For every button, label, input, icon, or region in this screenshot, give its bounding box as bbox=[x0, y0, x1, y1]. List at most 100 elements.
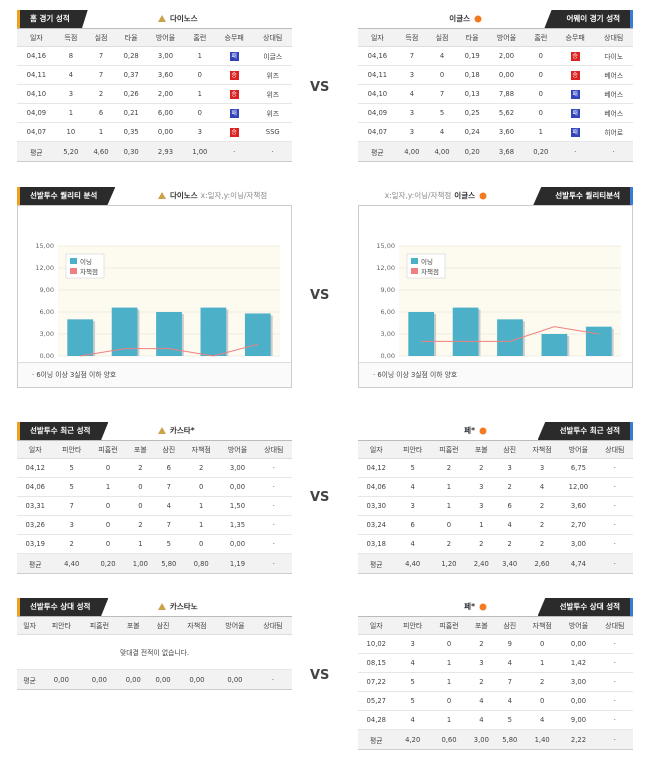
table-cell: 2 bbox=[126, 458, 155, 478]
table-row: 08,15 4 1 3 4 1 1,42 · bbox=[358, 653, 633, 673]
table-cell: 2 bbox=[495, 477, 524, 497]
table-cell: 2 bbox=[467, 534, 496, 554]
table-cell: 7 bbox=[85, 46, 117, 66]
table-cell: 4 bbox=[394, 653, 431, 673]
table-cell: 4 bbox=[154, 496, 184, 516]
table-cell: 0 bbox=[525, 46, 556, 66]
table-row: 03,31 7 0 0 4 1 1,50 · bbox=[17, 496, 292, 516]
average-cell: 0,00 bbox=[215, 669, 254, 690]
legend-label: 이닝 bbox=[80, 257, 92, 266]
table-row: 04,12 5 0 2 6 2 3,00 · bbox=[17, 458, 292, 478]
table-cell: 5,62 bbox=[487, 103, 526, 123]
table-cell: 7 bbox=[53, 496, 90, 516]
table-cell: 7,88 bbox=[487, 84, 526, 104]
table-cell: 패 bbox=[555, 103, 595, 123]
table-cell: 2 bbox=[495, 534, 524, 554]
vs-label: VS bbox=[310, 80, 330, 95]
table-cell: 0 bbox=[89, 534, 127, 554]
dinos-logo-icon bbox=[157, 191, 167, 200]
average-cell: · bbox=[253, 669, 292, 690]
average-cell: 0,00 bbox=[42, 669, 81, 690]
y-tick-label: 9,00 bbox=[40, 286, 54, 294]
average-cell: · bbox=[214, 141, 254, 162]
table-cell: 3 bbox=[396, 103, 427, 123]
legend-label: 이닝 bbox=[421, 257, 433, 266]
average-row: 평균 4,40 0,20 1,00 5,80 0,80 1,19 · bbox=[17, 553, 292, 574]
table-cell: 1 bbox=[467, 515, 496, 535]
table-cell: 5 bbox=[53, 458, 90, 478]
column-header: 피안타 bbox=[394, 616, 431, 635]
table-cell: 0,00 bbox=[487, 65, 526, 85]
eagles-logo-icon bbox=[478, 426, 488, 435]
table-cell: 3 bbox=[394, 496, 431, 516]
table-cell: 10 bbox=[55, 122, 86, 142]
table-cell: 0,28 bbox=[116, 46, 147, 66]
column-header: 일자 bbox=[17, 440, 54, 459]
table-cell: 3,60 bbox=[487, 122, 526, 142]
result-badge: 패 bbox=[570, 108, 580, 118]
quality-left-title: 선발투수 퀄리티 분석 bbox=[17, 187, 116, 205]
table-cell: · bbox=[596, 496, 633, 516]
y-tick-label: 12,00 bbox=[35, 264, 54, 272]
table-cell: 6 bbox=[154, 458, 184, 478]
table-cell: 2,00 bbox=[487, 46, 526, 66]
quality-right-title: 선발투수 퀄리티분석 bbox=[533, 187, 633, 205]
vs-right-pitcher: 페* bbox=[464, 602, 475, 611]
dinos-logo-icon bbox=[157, 602, 167, 611]
table-cell: 3 bbox=[394, 634, 431, 654]
table-cell: 3 bbox=[467, 496, 496, 516]
average-cell: 4,00 bbox=[426, 141, 458, 162]
average-cell: · bbox=[596, 553, 633, 574]
table-cell: 0 bbox=[524, 691, 561, 711]
table-cell: · bbox=[596, 691, 633, 711]
table-cell: 3 bbox=[53, 515, 90, 535]
table-cell: 0 bbox=[430, 515, 468, 535]
table-header-row: 일자 피안타 피홈런 포볼 삼진 자책점 방어율 상대팀 bbox=[358, 440, 633, 459]
table-cell: 04,07 bbox=[17, 122, 56, 142]
table-row: 04,09 3 5 0,25 5,62 0 패 베어스 bbox=[358, 103, 633, 123]
table-cell: 2,00 bbox=[146, 84, 185, 104]
average-cell: 1,00 bbox=[126, 553, 155, 574]
table-cell: 0,00 bbox=[560, 634, 597, 654]
table-cell: 다이노 bbox=[594, 46, 633, 66]
average-cell: 1,00 bbox=[184, 141, 215, 162]
table-cell: · bbox=[255, 534, 292, 554]
column-header: 일자 bbox=[358, 616, 395, 635]
average-cell: 1,40 bbox=[524, 729, 561, 750]
average-cell: 평균 bbox=[17, 553, 54, 574]
empty-row: 맞대결 전적이 없습니다. bbox=[17, 634, 292, 670]
column-header: 포볼 bbox=[126, 440, 155, 459]
quality-left-team: 다이노스 bbox=[170, 191, 198, 200]
table-cell: 6,75 bbox=[560, 458, 597, 478]
table-cell: 0,19 bbox=[457, 46, 488, 66]
column-header: 자책점 bbox=[177, 616, 216, 635]
column-header: 방어율 bbox=[560, 440, 597, 459]
legend-swatch bbox=[411, 258, 418, 264]
table-row: 04,16 8 7 0,28 3,00 1 패 이글스 bbox=[17, 46, 292, 66]
column-header: 득점 bbox=[55, 28, 86, 47]
average-row: 평균 4,00 4,00 0,20 3,68 0,20 · · bbox=[358, 141, 633, 162]
column-header: 방어율 bbox=[219, 440, 256, 459]
table-cell: · bbox=[596, 634, 633, 654]
table-cell: 0 bbox=[525, 84, 556, 104]
table-cell: 0,25 bbox=[457, 103, 488, 123]
vs-right-title: 선발투수 상대 성적 bbox=[537, 598, 633, 616]
average-cell: 0,00 bbox=[118, 669, 149, 690]
average-cell: 0,20 bbox=[89, 553, 127, 574]
quality-left-note: · 6이닝 이상 3실점 이하 양호 bbox=[18, 362, 291, 387]
table-cell: 0 bbox=[183, 477, 220, 497]
away-games-title: 어웨이 경기 성적 bbox=[544, 10, 633, 28]
table-row: 04,11 4 7 0,37 3,60 0 승 위즈 bbox=[17, 65, 292, 85]
table-cell: 0 bbox=[525, 65, 556, 85]
table-cell: · bbox=[596, 653, 633, 673]
table-cell: 9 bbox=[495, 634, 525, 654]
table-row: 03,30 3 1 3 6 2 3,60 · bbox=[358, 496, 633, 516]
column-header: 홈런 bbox=[525, 28, 556, 47]
average-cell: · bbox=[594, 141, 633, 162]
average-cell: 4,40 bbox=[53, 553, 90, 574]
away-games-panel: 이글스 어웨이 경기 성적 일자 득점 실점 타율 방어율 홈런 승무패 상대팀 04,16 7 4… bbox=[358, 10, 633, 162]
column-header: 피홈런 bbox=[430, 440, 468, 459]
table-cell: 3,60 bbox=[146, 65, 185, 85]
table-cell: 0 bbox=[430, 634, 468, 654]
dinos-logo-icon bbox=[157, 426, 167, 435]
